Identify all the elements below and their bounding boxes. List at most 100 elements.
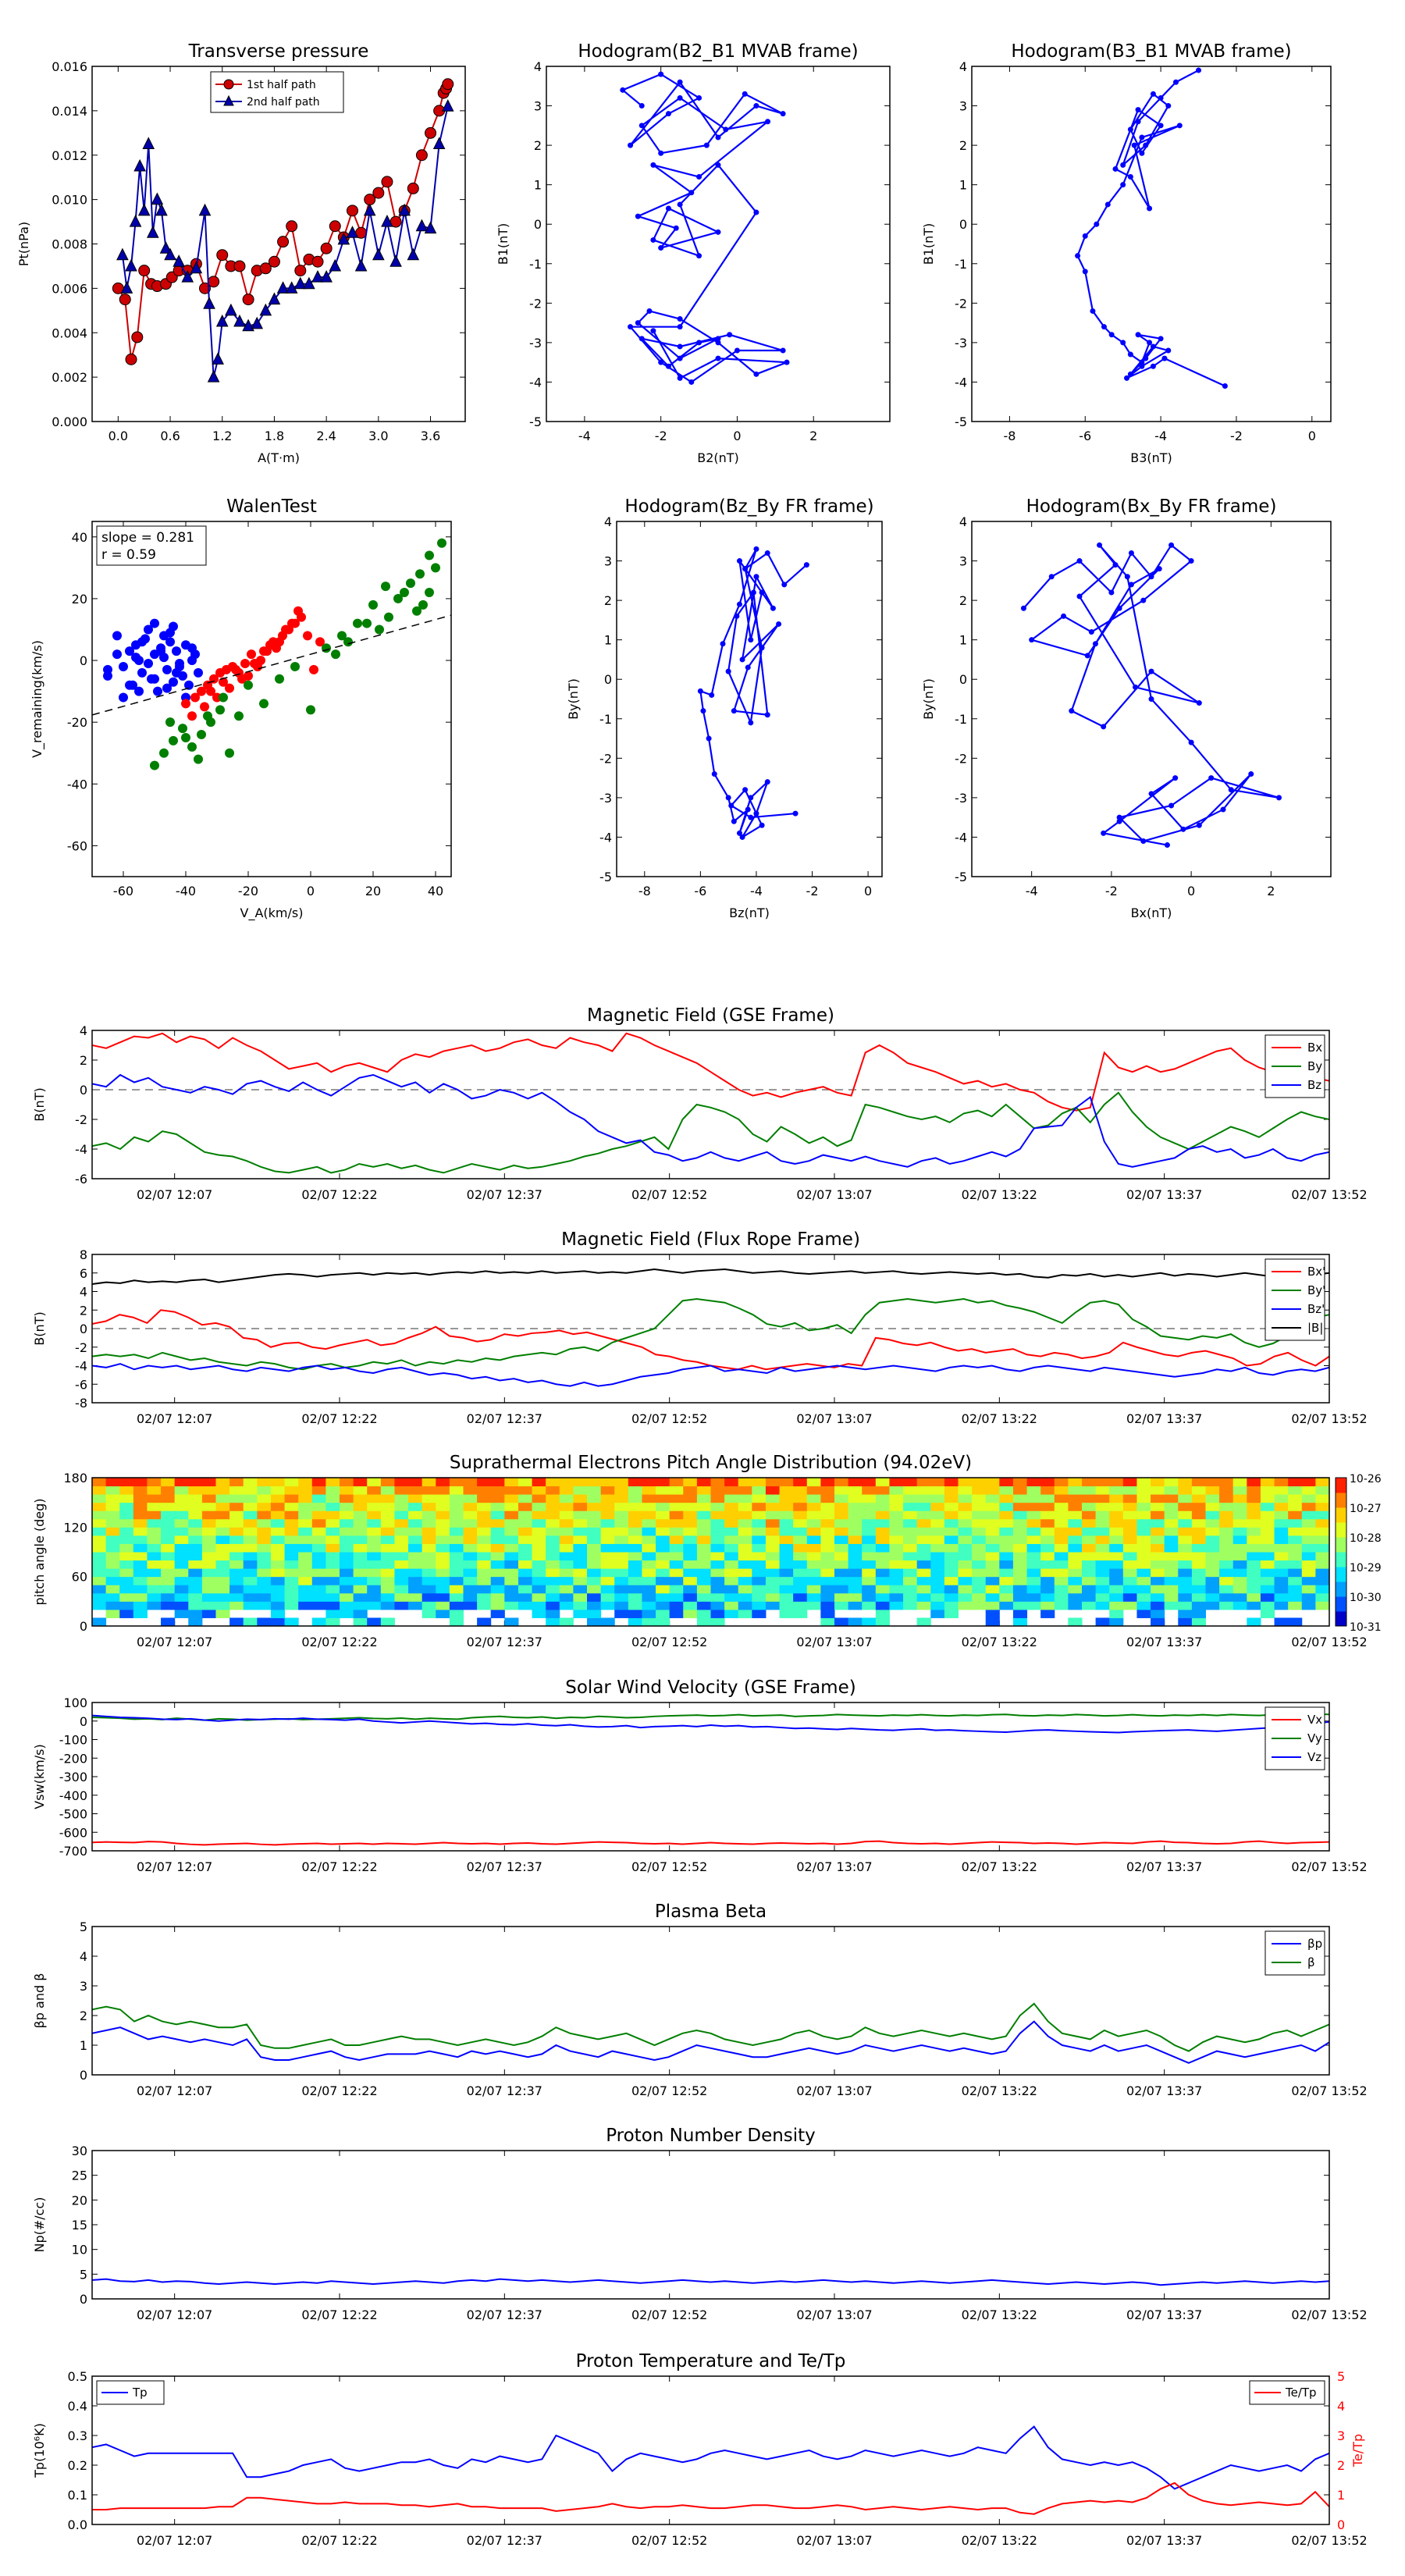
heatmap-cell: [848, 1560, 863, 1569]
heatmap-cell: [367, 1543, 382, 1553]
heatmap-cell: [1191, 1601, 1206, 1610]
heatmap-cell: [105, 1560, 120, 1569]
heatmap-cell: [298, 1485, 313, 1495]
heatmap-cell: [614, 1601, 629, 1610]
heatmap-cell: [229, 1601, 244, 1610]
heatmap-cell: [105, 1576, 120, 1585]
scatter-points: [92, 538, 451, 770]
heatmap-cell: [477, 1568, 492, 1578]
heatmap-cell: [1054, 1560, 1069, 1569]
heatmap-cell: [669, 1527, 684, 1536]
data-point: [1248, 771, 1254, 777]
chart-title: Suprathermal Electrons Pitch Angle Distr…: [450, 1453, 972, 1473]
heatmap-cell: [325, 1543, 340, 1553]
heatmap-cell: [1301, 1592, 1316, 1602]
y-tick-label: 3: [959, 99, 967, 114]
heatmap-cell: [422, 1576, 436, 1585]
data-point: [415, 149, 428, 162]
heatmap-cell: [422, 1485, 436, 1495]
y-tick-label: 3: [80, 1979, 87, 1994]
heatmap-cell: [628, 1510, 642, 1520]
x-tick-label: 02/07 12:37: [467, 2083, 542, 2098]
heatmap-cell: [559, 1518, 574, 1528]
x-tick-label: -20: [238, 884, 258, 898]
heatmap-cell: [546, 1585, 560, 1594]
y-axis-label: βp and β: [32, 1973, 47, 2029]
data-point: [346, 205, 358, 217]
heatmap-cell: [999, 1502, 1014, 1511]
y-tick-label: 0: [80, 2292, 87, 2307]
heatmap-cell: [463, 1560, 478, 1569]
heatmap-cell: [133, 1478, 148, 1487]
y-tick-label: 1: [80, 2038, 87, 2053]
chart-transverse-pressure: Transverse pressure0.0000.0020.0040.0060…: [16, 41, 466, 465]
data-point-blue: [172, 646, 181, 656]
heatmap-cell: [1178, 1485, 1193, 1495]
heatmap-cell: [738, 1601, 752, 1610]
heatmap-cell: [270, 1609, 286, 1618]
series-group: [92, 2278, 1329, 2286]
heatmap-cell: [889, 1518, 904, 1528]
heatmap-cell: [504, 1478, 519, 1487]
heatmap-cell: [243, 1510, 258, 1520]
data-point: [658, 359, 664, 365]
data-point: [259, 262, 272, 275]
data-point: [212, 352, 224, 365]
chart-h4: Hodogram(Bx_By FR frame)-5-4-3-2-101234-…: [921, 496, 1332, 920]
heatmap-cell: [340, 1535, 354, 1544]
heatmap-cell: [1301, 1502, 1316, 1511]
heatmap-cell: [1136, 1609, 1151, 1618]
data-point: [407, 247, 420, 261]
data-point: [138, 265, 151, 277]
heatmap-cell: [628, 1609, 642, 1618]
heatmap-cell: [587, 1535, 602, 1544]
heatmap-cell: [656, 1510, 670, 1520]
heatmap-cell: [559, 1543, 574, 1553]
legend-label: β: [1307, 1955, 1315, 1969]
heatmap-cell: [985, 1552, 1000, 1561]
heatmap-cell: [642, 1543, 656, 1553]
heatmap-cell: [394, 1478, 409, 1487]
heatmap-cell: [546, 1485, 560, 1495]
heatmap-cell: [325, 1510, 340, 1520]
heatmap-cell: [1122, 1576, 1137, 1585]
y-tick-label: 15: [72, 2218, 87, 2233]
x-tick-label: -8: [638, 884, 651, 898]
heatmap-cell: [806, 1585, 821, 1594]
heatmap-cell: [1040, 1585, 1055, 1594]
heatmap-cell: [1164, 1502, 1179, 1511]
heatmap-cell: [559, 1485, 574, 1495]
heatmap-cell: [724, 1560, 739, 1569]
heatmap-cell: [215, 1609, 230, 1618]
heatmap-cell: [1151, 1617, 1165, 1627]
heatmap-cell: [1288, 1617, 1303, 1627]
heatmap-cell: [1260, 1494, 1275, 1503]
heatmap-cell: [1247, 1510, 1261, 1520]
heatmap-cell: [587, 1601, 602, 1610]
heatmap-cell: [518, 1585, 533, 1594]
x-tick-label: 02/07 12:37: [467, 1859, 542, 1874]
heatmap-cell: [683, 1601, 698, 1610]
heatmap-cell: [738, 1478, 752, 1487]
y-tick-label: 4: [80, 1023, 87, 1038]
heatmap-cell: [490, 1592, 505, 1602]
heatmap-cell: [1082, 1485, 1097, 1495]
heatmap-cell: [1054, 1576, 1069, 1585]
heatmap-cell: [380, 1527, 395, 1536]
heatmap-cell: [765, 1568, 781, 1578]
heatmap-cell: [862, 1601, 877, 1610]
heatmap-cell: [436, 1601, 450, 1610]
heatmap-cell: [958, 1560, 973, 1569]
y-tick-label: -2: [955, 296, 967, 311]
data-point: [1097, 542, 1103, 548]
heatmap-cell: [408, 1502, 423, 1511]
heatmap-cell: [793, 1609, 808, 1618]
heatmap-cell: [284, 1601, 299, 1610]
heatmap-cell: [1164, 1535, 1179, 1544]
heatmap-cell: [972, 1543, 987, 1553]
series-group: [92, 1268, 1329, 1387]
heatmap-cell: [1136, 1601, 1151, 1610]
data-point: [207, 370, 220, 382]
heatmap-cell: [1178, 1601, 1193, 1610]
heatmap-cell: [862, 1560, 877, 1569]
